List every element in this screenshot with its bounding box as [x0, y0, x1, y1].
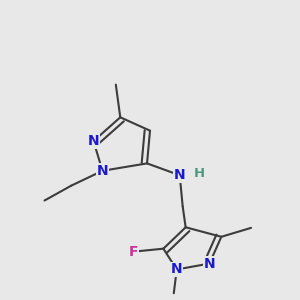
- Text: N: N: [88, 134, 99, 148]
- Text: H: H: [194, 167, 205, 180]
- Text: N: N: [97, 164, 108, 178]
- Text: N: N: [171, 262, 183, 277]
- Text: F: F: [129, 245, 138, 259]
- Text: N: N: [174, 168, 185, 182]
- Text: N: N: [204, 256, 215, 271]
